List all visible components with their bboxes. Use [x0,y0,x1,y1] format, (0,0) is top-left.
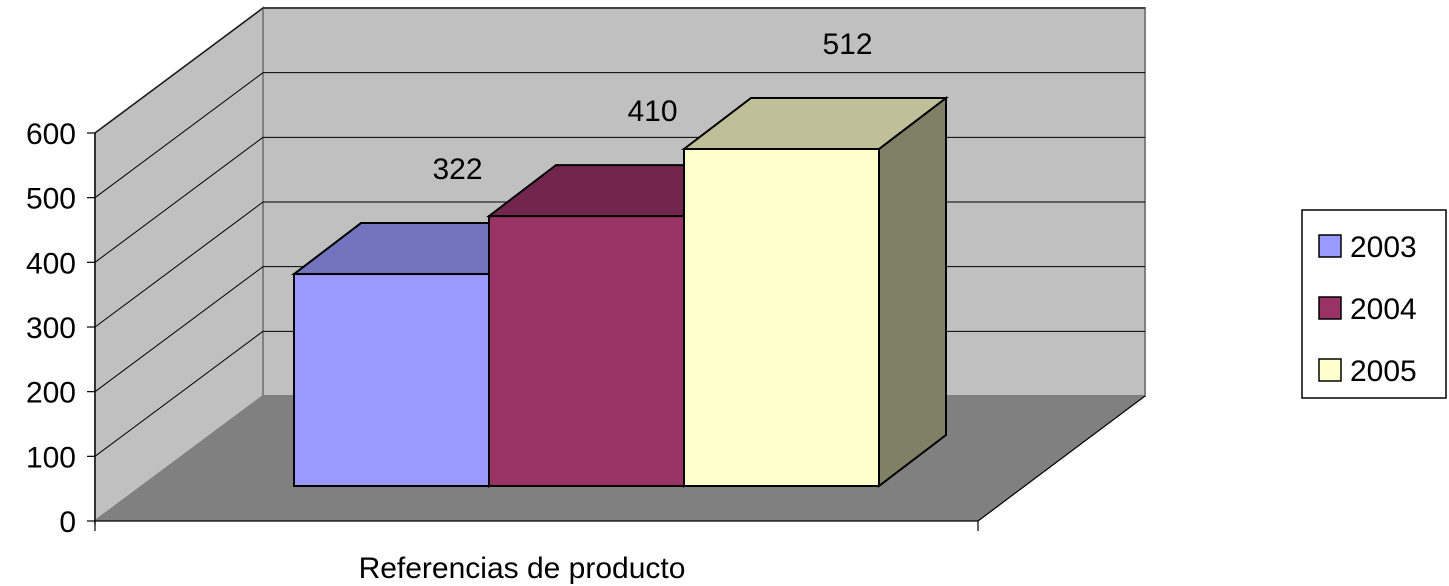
y-tick-label: 200 [26,377,76,410]
data-labels: 322 410 512 [432,28,872,186]
bar-2005 [681,95,949,489]
legend-label-2004: 2004 [1350,293,1417,326]
gridline-side [94,136,264,263]
bar-front-2003 [293,273,490,487]
gridline-side [94,266,264,393]
legend-swatch-2005 [1318,358,1342,382]
x-axis-depth-line [977,395,1146,522]
y-tick-label: 0 [59,506,76,539]
bars [291,95,949,489]
y-tick-label: 400 [26,247,76,280]
bar-front-2005 [683,148,880,488]
legend: 2003 2004 2005 [1301,209,1447,399]
gridline-side [94,201,264,328]
bar-side-2005 [878,95,947,489]
y-tick-label: 600 [26,118,76,151]
bar-front-2004 [488,215,685,487]
gridline-side [94,72,264,199]
y-tick-label: 100 [26,441,76,474]
legend-label-2003: 2003 [1350,231,1417,264]
gridline-side [94,330,264,457]
legend-label-2005: 2005 [1350,355,1417,388]
y-tick-label: 500 [26,183,76,216]
legend-swatch-2004 [1318,296,1342,320]
data-label-2005: 512 [822,28,872,61]
x-axis-label: Referencias de producto [359,552,686,585]
data-label-2004: 410 [627,95,677,128]
y-axis: 0 100 200 300 400 500 600 [26,118,1146,539]
data-label-2003: 322 [432,153,482,186]
legend-swatch-2003 [1318,234,1342,258]
gridline-side [94,7,264,134]
y-tick-label: 300 [26,312,76,345]
